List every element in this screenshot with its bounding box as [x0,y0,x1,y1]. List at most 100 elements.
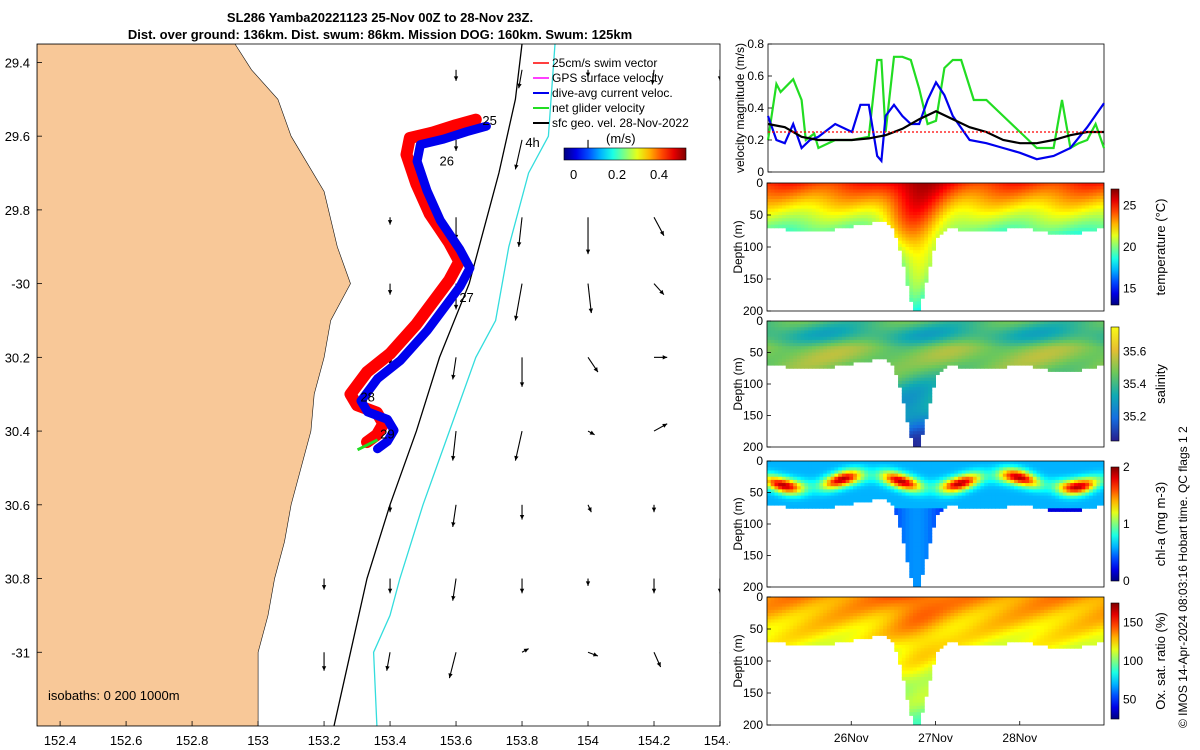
temperature-cell [972,195,978,200]
chlorophyll-cell [856,473,862,478]
chlorophyll-cell [800,461,805,465]
chlorophyll-cell [1044,498,1049,503]
geo-arrow-head [321,666,327,671]
temperature-cell [1051,224,1056,229]
chlorophyll-cell [931,473,936,478]
temperature-cell [957,205,963,210]
temperature-cell [965,218,970,222]
temperature-cell [1062,202,1068,206]
temperature-depth-tick-50: 50 [750,208,764,222]
salinity-cell [1096,349,1101,353]
temperature-cell [1100,205,1104,210]
salinity-cell [890,355,895,360]
temperature-cell [1062,183,1068,187]
chlorophyll-cell [1066,473,1071,478]
salinity-cell [890,349,895,353]
salinity-cell [793,333,798,338]
oxygen-cell [778,613,783,617]
chlorophyll-cell [987,505,993,509]
salinity-cell [995,330,1000,335]
chlorophyll-cell [883,473,888,478]
salinity-cell [789,352,794,357]
chlorophyll-cell [950,476,955,481]
salinity-cell [875,336,880,341]
chlorophyll-cell [924,520,929,525]
chlorophyll-cell [995,473,1000,478]
chlorophyll-cell [853,495,858,500]
salinity-cell [811,321,817,325]
salinity-cell [916,324,922,328]
salinity-cell [770,358,775,363]
vel-y-tick-0.6: 0.6 [747,69,764,83]
oxygen-cell [815,619,820,624]
chlorophyll-cell [1077,461,1083,465]
salinity-cell [819,365,824,369]
chlorophyll-cell [991,492,996,497]
chlorophyll-cell [957,470,963,475]
salinity-cell [909,421,914,426]
temperature-cell [991,199,996,203]
salinity-cell [1062,355,1068,360]
chlorophyll-cell [789,495,794,500]
chlorophyll-cell [954,470,959,475]
chlorophyll-cell [920,539,925,544]
temperature-cell [1040,224,1045,229]
temperature-cell [905,259,910,264]
temperature-cell [1017,218,1023,222]
temperature-cell [1010,211,1015,216]
chlorophyll-cell [860,473,865,478]
chlorophyll-cell [1014,489,1019,493]
salinity-cell [1036,365,1041,369]
salinity-cell [849,355,854,360]
chlorophyll-cell [935,479,940,484]
chlorophyll-cell [830,467,835,471]
temperature-cell [778,205,783,210]
chlorophyll-cell [1036,492,1041,497]
temperature-cell [1014,202,1019,206]
chlorophyll-cell [781,479,787,484]
salinity-cell [860,358,865,363]
salinity-cell [856,324,862,328]
temperature-cell [905,250,910,254]
chlorophyll-cell [965,470,970,475]
chlorophyll-cell [770,467,775,471]
chlorophyll-cell [924,536,929,541]
oxygen-cell [804,606,809,611]
salinity-cell [942,346,948,350]
oxygen-cell [838,613,843,617]
temperature-cell [931,202,936,206]
salinity-cell [890,330,895,335]
chlorophyll-cell [1089,492,1094,497]
salinity-cell [999,333,1004,338]
temperature-cell [1025,183,1030,187]
salinity-cell [875,352,880,357]
chlorophyll-cell [991,473,996,478]
temperature-cell [849,211,854,216]
chlorophyll-cell [781,486,787,490]
temperature-cell [935,199,940,203]
salinity-cell [774,327,779,331]
salinity-cell [808,330,813,335]
temperature-cell [879,186,884,190]
chlorophyll-cell [864,489,869,493]
salinity-cell [838,361,843,366]
salinity-cell [1066,355,1071,360]
salinity-cell [1074,368,1079,372]
salinity-cell [920,377,925,382]
temperature-cell [774,218,779,222]
chlorophyll-cell [1044,461,1049,465]
temperature-cell [1040,192,1045,197]
salinity-cell [924,406,929,410]
salinity-cell [1074,358,1079,363]
chlorophyll-cell [1029,489,1034,493]
salinity-cell [1074,333,1079,338]
oxygen-cell [819,606,824,611]
salinity-cell [815,327,820,331]
salinity-cell [853,321,858,325]
salinity-cell [1025,358,1030,363]
chlorophyll-cell [1059,464,1064,468]
chlorophyll-cell [879,492,884,497]
temperature-cell [946,224,951,229]
chlorophyll-cell [909,546,914,550]
